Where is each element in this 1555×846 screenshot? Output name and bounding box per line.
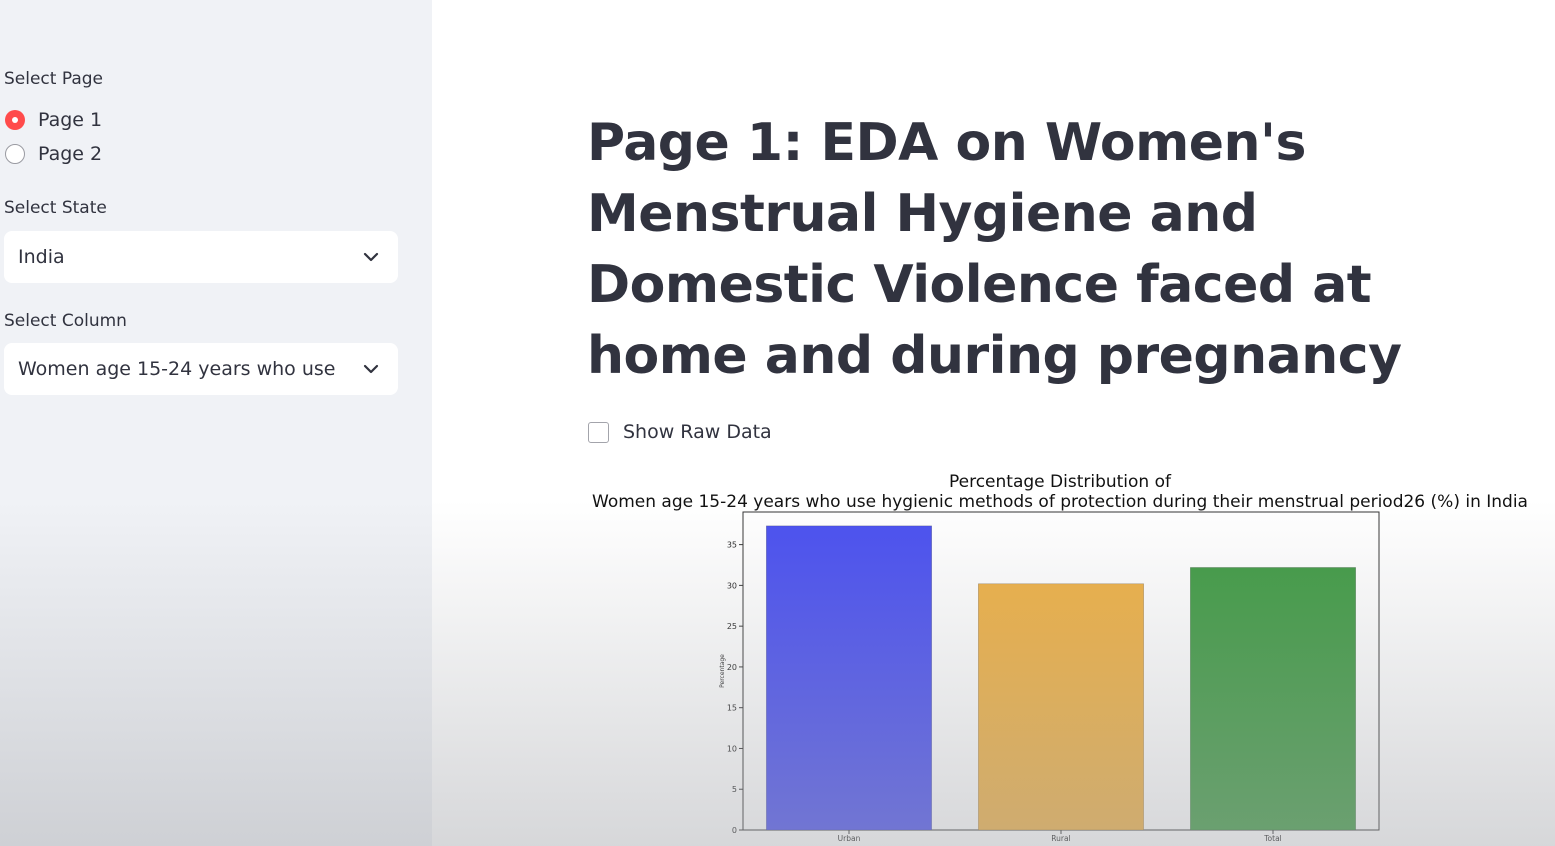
bar-urban <box>766 525 932 831</box>
select-page-label: Select Page <box>4 69 104 89</box>
x-tick-label: Urban <box>838 834 861 843</box>
state-select[interactable]: India <box>4 231 398 283</box>
y-axis-label: Percentage <box>719 654 726 688</box>
chart-title-line-2: Women age 15-24 years who use hygienic m… <box>592 492 1528 512</box>
column-select-value: Women age 15-24 years who use ... <box>18 358 338 380</box>
y-tick-label: 30 <box>727 581 737 590</box>
x-tick-label: Total <box>1263 834 1282 843</box>
y-tick-label: 5 <box>732 785 737 794</box>
y-tick-label: 25 <box>727 622 737 631</box>
page-title: Page 1: EDA on Women's Menstrual Hygiene… <box>587 113 1402 386</box>
y-tick-label: 10 <box>727 744 737 753</box>
select-state-label: Select State <box>4 198 107 218</box>
radio-unselected-icon[interactable] <box>5 144 25 164</box>
chevron-down-icon[interactable] <box>362 248 380 266</box>
radio-page-2[interactable]: Page 2 <box>5 141 102 167</box>
show-raw-data-label: Show Raw Data <box>623 421 772 443</box>
bar-total <box>1190 567 1356 831</box>
y-tick-label: 20 <box>727 663 737 672</box>
y-tick-label: 0 <box>732 826 737 835</box>
y-tick-label: 15 <box>727 704 737 713</box>
x-tick-label: Rural <box>1051 834 1070 843</box>
radio-page-1[interactable]: Page 1 <box>5 107 102 133</box>
sidebar: Select Page Page 1 Page 2 Select State I… <box>0 0 432 846</box>
show-raw-data-checkbox[interactable]: Show Raw Data <box>588 421 772 443</box>
checkbox-icon[interactable] <box>588 421 609 443</box>
chevron-down-icon[interactable] <box>362 360 380 378</box>
bar-chart: 0 5 10 15 20 25 30 35 Urban Rural Total Percentage <box>719 511 1380 843</box>
column-select[interactable]: Women age 15-24 years who use ... <box>4 343 398 395</box>
select-column-label: Select Column <box>4 311 127 331</box>
bar-rural <box>978 583 1144 831</box>
radio-page-2-label: Page 2 <box>38 143 103 165</box>
y-tick-label: 35 <box>727 541 737 550</box>
radio-page-1-label: Page 1 <box>38 109 103 131</box>
chart-title-line-1: Percentage Distribution of <box>948 472 1171 492</box>
radio-selected-icon[interactable] <box>5 110 25 130</box>
state-select-value: India <box>18 246 65 268</box>
